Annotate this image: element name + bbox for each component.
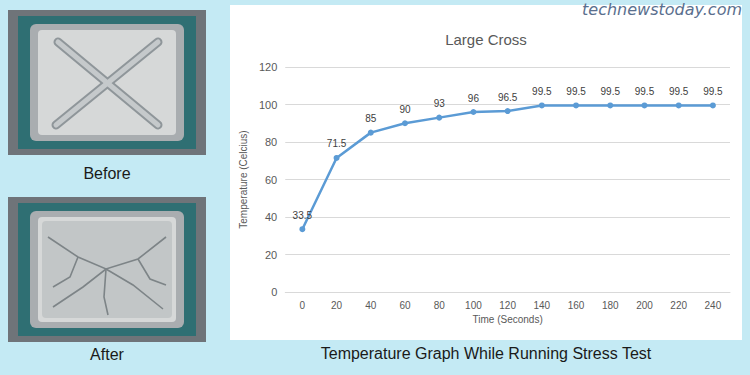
svg-text:71.5: 71.5	[327, 138, 347, 149]
svg-text:100: 100	[465, 300, 482, 311]
svg-text:180: 180	[602, 300, 619, 311]
svg-text:99.5: 99.5	[703, 86, 723, 97]
svg-text:40: 40	[365, 300, 377, 311]
svg-text:100: 100	[259, 99, 277, 111]
svg-text:Large Cross: Large Cross	[445, 31, 527, 48]
svg-text:120: 120	[499, 300, 516, 311]
svg-text:99.5: 99.5	[532, 86, 552, 97]
svg-text:200: 200	[636, 300, 653, 311]
svg-text:240: 240	[705, 300, 722, 311]
svg-text:0: 0	[300, 300, 306, 311]
svg-text:80: 80	[434, 300, 446, 311]
svg-text:96.5: 96.5	[498, 92, 518, 103]
svg-text:Temperature (Celcius): Temperature (Celcius)	[238, 130, 249, 228]
svg-text:99.5: 99.5	[601, 86, 621, 97]
svg-text:99.5: 99.5	[566, 86, 586, 97]
svg-text:20: 20	[265, 249, 277, 261]
svg-text:99.5: 99.5	[669, 86, 689, 97]
svg-text:80: 80	[265, 136, 277, 148]
svg-text:40: 40	[265, 211, 277, 223]
svg-text:60: 60	[399, 300, 411, 311]
svg-text:220: 220	[670, 300, 687, 311]
svg-text:93: 93	[434, 98, 446, 109]
html-text:Before: Before	[83, 165, 131, 182]
svg-text:99.5: 99.5	[635, 86, 655, 97]
svg-text:85: 85	[365, 113, 377, 124]
svg-text:140: 140	[533, 300, 550, 311]
svg-text:0: 0	[271, 286, 277, 298]
svg-text:160: 160	[568, 300, 585, 311]
svg-text:20: 20	[331, 300, 343, 311]
svg-text:Time (Seconds): Time (Seconds)	[473, 314, 543, 325]
html-text:Temperature Graph While Runnin: Temperature Graph While Running Stress T…	[320, 345, 652, 362]
svg-text:120: 120	[259, 61, 277, 73]
html-text:technewstoday.com: technewstoday.com	[582, 0, 742, 19]
svg-text:96: 96	[468, 93, 480, 104]
svg-text:60: 60	[265, 174, 277, 186]
svg-text:33.5: 33.5	[293, 210, 313, 221]
svg-text:90: 90	[399, 104, 411, 115]
html-text:After: After	[90, 346, 124, 363]
